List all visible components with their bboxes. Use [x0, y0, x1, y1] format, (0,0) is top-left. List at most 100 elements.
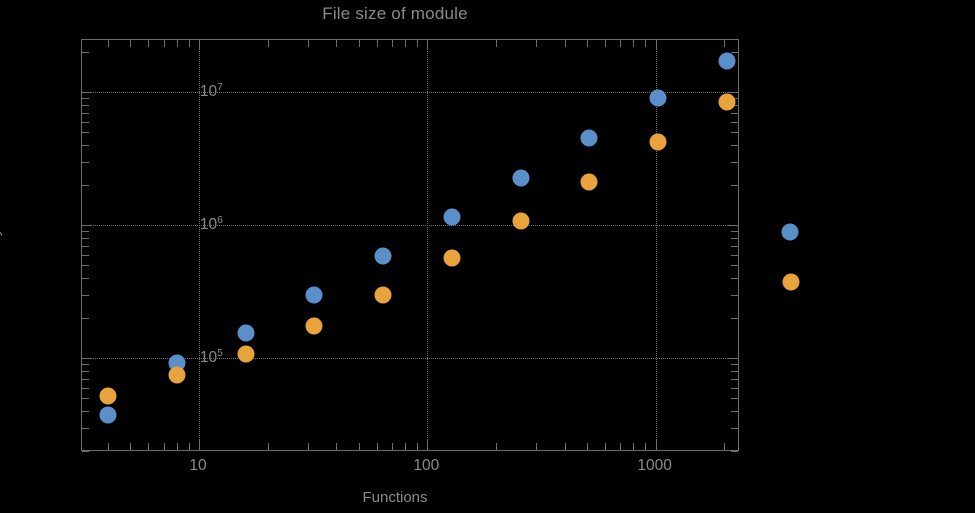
- y-axis-tick: [731, 104, 738, 106]
- x-axis-tick: [267, 443, 269, 450]
- y-axis-tick: [731, 254, 738, 256]
- x-axis-tick: [633, 40, 635, 47]
- x-axis-tick: [586, 40, 588, 47]
- x-axis-title: Functions: [362, 489, 428, 506]
- x-axis-tick: [199, 440, 200, 450]
- x-axis-tick: [416, 40, 418, 47]
- y-tick-label: 106: [199, 213, 223, 234]
- y-axis-tick: [82, 144, 89, 146]
- y-axis-tick: [82, 254, 89, 256]
- data-point: [649, 133, 667, 151]
- data-point: [718, 93, 736, 111]
- y-axis-tick: [731, 370, 738, 372]
- gridline-horizontal: [82, 358, 738, 359]
- y-axis-tick: [731, 450, 738, 452]
- y-axis-tick: [731, 387, 738, 389]
- y-axis-tick: [82, 427, 89, 429]
- gridline-vertical: [427, 40, 429, 450]
- x-axis-tick: [130, 443, 132, 450]
- y-axis-tick: [731, 161, 738, 163]
- x-axis-tick: [391, 443, 393, 450]
- gridline-vertical: [199, 40, 200, 450]
- x-axis-tick: [564, 40, 566, 47]
- x-axis-tick: [427, 40, 429, 50]
- plot-area: [81, 39, 739, 452]
- x-axis-tick: [176, 40, 178, 47]
- y-axis-tick: [731, 294, 738, 296]
- x-axis-tick: [336, 443, 338, 450]
- x-axis-tick: [427, 440, 429, 450]
- x-axis-tick: [620, 40, 622, 47]
- x-axis-tick: [307, 40, 309, 47]
- y-axis-tick: [731, 112, 738, 114]
- x-axis-tick: [405, 443, 407, 450]
- x-axis-tick: [724, 443, 726, 450]
- data-point: [580, 129, 598, 147]
- y-axis-tick: [82, 237, 89, 239]
- x-axis-tick: [148, 443, 150, 450]
- y-axis-tick: [731, 51, 738, 53]
- y-axis-tick: [731, 184, 738, 186]
- data-point: [99, 387, 117, 405]
- y-tick-label: 105: [199, 346, 223, 367]
- y-tick-label: 107: [199, 80, 223, 101]
- y-axis-tick: [82, 112, 89, 114]
- y-axis-tick: [728, 358, 738, 359]
- x-axis-tick: [376, 40, 378, 47]
- x-axis-tick: [267, 40, 269, 47]
- y-axis-tick: [731, 144, 738, 146]
- x-tick-label: 1000: [637, 457, 672, 474]
- x-axis-tick: [188, 443, 190, 450]
- x-axis-tick: [655, 40, 657, 50]
- data-point: [580, 173, 598, 191]
- y-axis-tick: [731, 245, 738, 247]
- legend-swatch-series-2: [782, 273, 800, 291]
- data-point: [649, 89, 667, 107]
- x-axis-tick: [586, 443, 588, 450]
- y-axis-tick: [731, 364, 738, 366]
- x-axis-tick: [163, 40, 165, 47]
- x-tick-label: 10: [189, 457, 207, 474]
- x-axis-tick: [163, 443, 165, 450]
- y-axis-title: Bytes: [0, 208, 3, 246]
- x-axis-tick: [496, 40, 498, 47]
- gridline-horizontal: [82, 225, 738, 226]
- x-axis-tick: [405, 40, 407, 47]
- data-point: [305, 286, 323, 304]
- y-axis-tick: [82, 387, 89, 389]
- x-axis-tick: [358, 443, 360, 450]
- y-axis-tick: [82, 51, 89, 53]
- y-axis-tick: [82, 277, 89, 279]
- y-axis-tick: [82, 317, 89, 319]
- y-axis-tick: [82, 294, 89, 296]
- x-axis-tick: [108, 443, 110, 450]
- x-axis-tick: [496, 443, 498, 450]
- chart-title: File size of module: [322, 4, 468, 23]
- y-axis-tick: [82, 398, 89, 400]
- x-axis-tick: [376, 443, 378, 450]
- y-axis-tick: [731, 410, 738, 412]
- y-axis-tick: [82, 450, 89, 452]
- x-axis-tick: [148, 40, 150, 47]
- y-axis-tick: [731, 237, 738, 239]
- y-axis-tick: [82, 161, 89, 163]
- y-axis-tick: [731, 317, 738, 319]
- y-axis-tick: [82, 378, 89, 380]
- y-axis-tick: [728, 225, 738, 226]
- y-axis-tick: [82, 98, 89, 100]
- x-axis-tick: [176, 443, 178, 450]
- x-tick-label: 100: [413, 457, 440, 474]
- y-axis-tick: [82, 225, 92, 226]
- y-axis-tick: [82, 370, 89, 372]
- y-axis-tick: [82, 184, 89, 186]
- data-point: [512, 169, 529, 187]
- data-point: [443, 208, 461, 226]
- y-axis-tick: [82, 121, 89, 123]
- data-point: [168, 366, 186, 384]
- data-point: [237, 324, 255, 342]
- x-axis-tick: [645, 443, 647, 450]
- data-point: [374, 247, 392, 265]
- y-axis-tick: [731, 398, 738, 400]
- x-axis-tick: [307, 443, 309, 450]
- y-axis-tick: [82, 410, 89, 412]
